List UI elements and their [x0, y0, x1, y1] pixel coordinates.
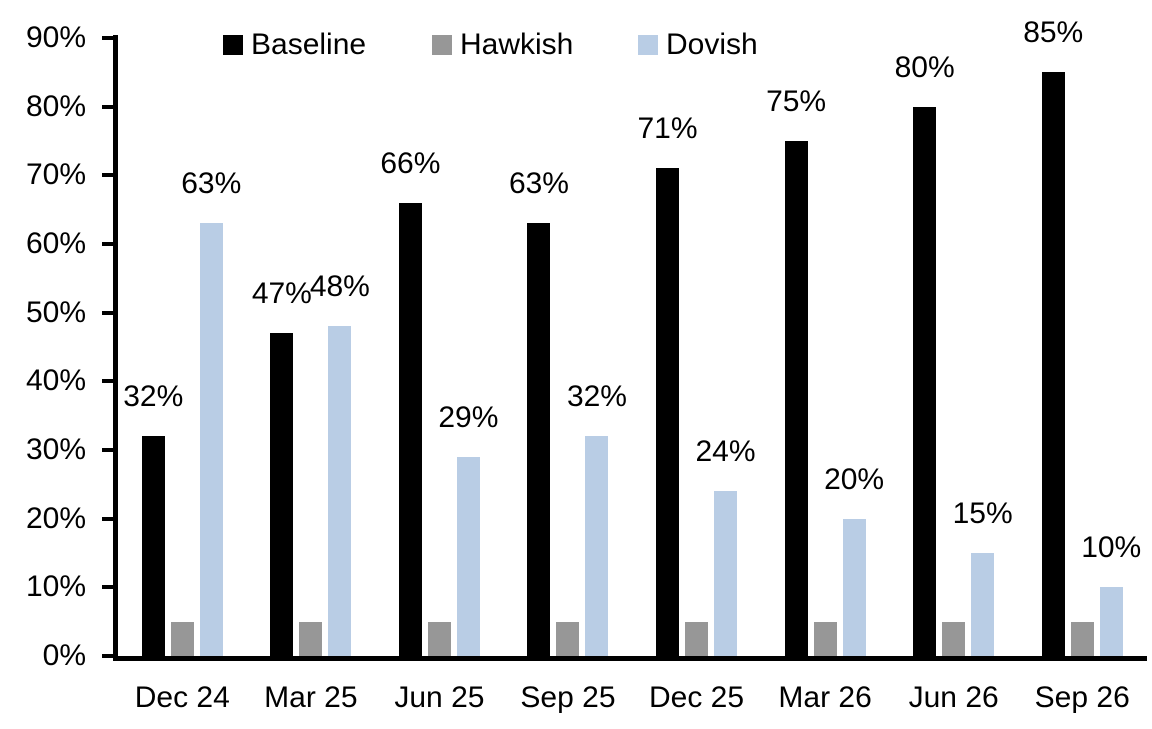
- bar-dovish-dec-25: [714, 491, 738, 656]
- x-label-dec-24: Dec 24: [134, 681, 230, 714]
- bar-baseline-mar-26: [784, 141, 808, 656]
- bar-hawkish-sep-25: [556, 621, 580, 656]
- x-label-mar-26: Mar 26: [778, 681, 872, 714]
- y-tick-20: [102, 516, 116, 521]
- data-label-dovish-sep-26: 10%: [1081, 531, 1142, 565]
- data-label-dovish-jun-26: 15%: [952, 497, 1013, 530]
- bar-hawkish-sep-26: [1070, 621, 1094, 656]
- data-label-dovish-sep-25: 32%: [566, 380, 627, 414]
- bar-baseline-sep-25: [527, 223, 551, 656]
- y-tick-0: [102, 654, 116, 658]
- legend-item-dovish: Dovish: [638, 28, 758, 61]
- y-tick-10: [102, 585, 116, 590]
- data-label-baseline-mar-26: 75%: [766, 85, 827, 118]
- bar-hawkish-dec-25: [685, 621, 709, 656]
- data-label-dovish-dec-25: 24%: [695, 435, 756, 469]
- bar-dovish-jun-26: [971, 553, 995, 656]
- y-tick-label-0: 0%: [42, 639, 86, 672]
- bar-hawkish-mar-25: [299, 621, 323, 656]
- data-label-dovish-dec-24: 63%: [181, 167, 242, 201]
- legend-label-baseline: Baseline: [251, 28, 367, 61]
- y-tick-label-50: 50%: [25, 295, 86, 329]
- data-label-baseline-dec-24: 32%: [123, 380, 184, 414]
- data-label-dovish-jun-25: 29%: [438, 400, 499, 434]
- bar-baseline-sep-26: [1041, 72, 1065, 656]
- legend-label-hawkish: Hawkish: [460, 28, 574, 61]
- data-label-baseline-sep-26: 85%: [1023, 16, 1084, 50]
- y-tick-90: [102, 36, 116, 40]
- y-tick-label-30: 30%: [25, 433, 86, 466]
- bar-baseline-mar-25: [270, 333, 294, 656]
- bar-hawkish-jun-25: [427, 621, 451, 656]
- y-tick-70: [102, 173, 116, 178]
- y-axis-line: [113, 35, 118, 661]
- data-label-baseline-mar-25: 47%: [251, 277, 312, 311]
- x-label-sep-25: Sep 25: [520, 681, 616, 714]
- y-tick-label-60: 60%: [25, 227, 86, 260]
- legend-label-dovish: Dovish: [666, 28, 758, 61]
- bar-dovish-mar-26: [842, 518, 866, 656]
- y-tick-30: [102, 448, 116, 452]
- x-label-jun-26: Jun 26: [908, 681, 999, 714]
- x-label-dec-25: Dec 25: [649, 681, 745, 714]
- bar-dovish-sep-25: [585, 436, 609, 656]
- y-tick-label-70: 70%: [25, 158, 86, 192]
- y-tick-label-90: 90%: [25, 21, 86, 54]
- data-label-baseline-jun-26: 80%: [894, 50, 955, 84]
- bar-dovish-jun-25: [456, 456, 480, 656]
- y-tick-label-10: 10%: [25, 570, 86, 604]
- data-label-dovish-mar-26: 20%: [824, 462, 885, 496]
- x-label-mar-25: Mar 25: [264, 681, 358, 714]
- bar-baseline-dec-25: [656, 168, 680, 656]
- y-tick-label-20: 20%: [25, 501, 86, 535]
- legend-swatch-hawkish: [432, 35, 452, 55]
- data-label-baseline-dec-25: 71%: [637, 112, 698, 146]
- bar-baseline-dec-24: [141, 436, 165, 656]
- data-label-dovish-mar-25: 48%: [309, 270, 370, 304]
- legend-item-hawkish: Hawkish: [432, 28, 574, 61]
- legend-item-baseline: Baseline: [223, 28, 367, 61]
- legend-swatch-baseline: [223, 35, 243, 55]
- y-tick-label-80: 80%: [25, 89, 86, 123]
- y-tick-40: [102, 379, 116, 384]
- x-label-jun-25: Jun 25: [394, 681, 485, 714]
- bar-baseline-jun-25: [398, 202, 422, 656]
- x-label-sep-26: Sep 26: [1034, 681, 1130, 714]
- data-label-baseline-sep-25: 63%: [508, 167, 569, 201]
- bar-dovish-dec-24: [199, 223, 223, 656]
- bar-dovish-sep-26: [1099, 587, 1123, 656]
- data-label-baseline-jun-25: 66%: [380, 146, 441, 180]
- y-tick-label-40: 40%: [25, 364, 86, 398]
- y-tick-80: [102, 104, 116, 109]
- bar-dovish-mar-25: [328, 326, 352, 656]
- legend-swatch-dovish: [638, 35, 658, 55]
- bar-baseline-jun-26: [913, 106, 937, 656]
- bar-hawkish-dec-24: [170, 621, 194, 656]
- y-tick-60: [102, 242, 116, 246]
- x-axis-line: [113, 656, 1147, 661]
- y-tick-50: [102, 310, 116, 315]
- bar-hawkish-jun-26: [942, 621, 966, 656]
- bar-hawkish-mar-26: [813, 621, 837, 656]
